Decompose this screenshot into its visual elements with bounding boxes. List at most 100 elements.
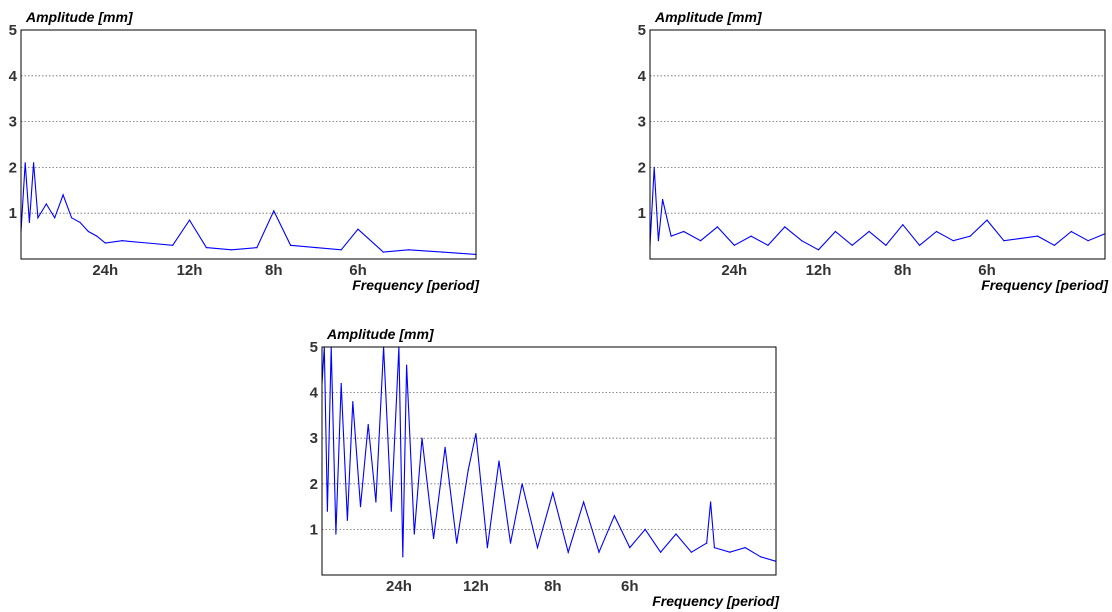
data-point bbox=[919, 244, 921, 246]
x-tick-label: 24h bbox=[721, 262, 747, 279]
data-point bbox=[567, 551, 569, 553]
x-axis-label: Frequency [period] bbox=[981, 277, 1109, 293]
data-point bbox=[146, 242, 148, 244]
data-point bbox=[315, 247, 317, 249]
data-point bbox=[744, 547, 746, 549]
y-tick-label: 2 bbox=[310, 476, 318, 493]
data-point bbox=[733, 244, 735, 246]
data-point bbox=[662, 198, 664, 201]
y-tick-label: 5 bbox=[310, 339, 318, 356]
plot-frame bbox=[20, 29, 477, 260]
data-point bbox=[441, 251, 443, 253]
data-point bbox=[613, 515, 616, 517]
data-point bbox=[433, 537, 435, 540]
data-point bbox=[552, 492, 554, 494]
data-point bbox=[902, 224, 904, 226]
y-tick-label: 4 bbox=[9, 68, 18, 85]
data-point bbox=[851, 244, 853, 246]
data-point bbox=[121, 240, 123, 242]
data-point bbox=[750, 235, 752, 237]
data-point bbox=[335, 533, 337, 535]
data-point bbox=[486, 547, 488, 549]
data-point bbox=[28, 221, 30, 223]
data-point bbox=[475, 433, 477, 435]
data-point bbox=[33, 162, 35, 164]
data-point bbox=[653, 166, 655, 168]
data-point bbox=[644, 528, 646, 531]
data-point bbox=[521, 483, 523, 485]
data-point bbox=[421, 437, 423, 439]
x-tick-label: 8h bbox=[265, 262, 283, 279]
data-point bbox=[1053, 244, 1055, 246]
data-point bbox=[885, 244, 887, 246]
data-point bbox=[767, 244, 769, 246]
plot-frame bbox=[649, 29, 1106, 260]
x-tick-label: 12h bbox=[177, 262, 203, 279]
data-point bbox=[1070, 230, 1072, 233]
data-point bbox=[467, 469, 469, 471]
data-point bbox=[444, 446, 446, 448]
x-tick-label: 12h bbox=[463, 578, 489, 595]
data-point bbox=[1003, 240, 1005, 242]
data-point bbox=[375, 501, 377, 503]
data-point bbox=[352, 401, 354, 403]
y-tick-label: 1 bbox=[638, 205, 646, 222]
x-axis-label: Frequency [period] bbox=[652, 593, 780, 609]
data-point bbox=[629, 547, 631, 549]
data-point bbox=[357, 228, 359, 230]
x-axis-label: Frequency [period] bbox=[352, 277, 480, 293]
data-point bbox=[509, 542, 512, 544]
data-point bbox=[390, 510, 392, 512]
data-point bbox=[326, 510, 328, 512]
chart-panel-2: 1 2 3 4 5 24h 12h 8h 6h Amplitude [mm] Frequency [… bbox=[638, 9, 1110, 293]
data-point bbox=[657, 240, 660, 242]
data-point bbox=[256, 247, 258, 249]
data-point bbox=[729, 551, 731, 553]
data-point bbox=[952, 240, 954, 242]
series-line bbox=[649, 167, 1106, 251]
x-tick-label: 12h bbox=[806, 262, 832, 279]
y-axis-label: Amplitude [mm] bbox=[25, 9, 134, 25]
data-point bbox=[62, 194, 64, 196]
data-point bbox=[760, 556, 762, 558]
y-tick-label: 5 bbox=[638, 22, 646, 39]
data-point bbox=[79, 221, 81, 223]
data-point bbox=[700, 240, 702, 242]
data-point bbox=[104, 242, 106, 244]
data-point bbox=[1020, 237, 1022, 239]
data-point bbox=[273, 210, 275, 212]
y-tick-label: 3 bbox=[638, 114, 646, 131]
data-point bbox=[583, 501, 585, 503]
data-point bbox=[87, 230, 89, 233]
x-tick-label: 8h bbox=[894, 262, 912, 279]
data-point bbox=[290, 244, 292, 246]
data-point bbox=[205, 247, 207, 249]
data-point bbox=[598, 551, 600, 553]
data-point bbox=[45, 203, 47, 205]
y-tick-label: 2 bbox=[9, 159, 17, 176]
y-axis-label: Amplitude [mm] bbox=[326, 326, 435, 342]
data-point bbox=[716, 226, 719, 228]
data-point bbox=[675, 533, 677, 535]
chart-panel-1: 1 2 3 4 5 24h 12h 8h 6h Amplitude [mm] Frequency [… bbox=[9, 9, 481, 293]
data-point bbox=[834, 230, 837, 233]
data-point bbox=[868, 230, 870, 233]
data-point bbox=[683, 230, 685, 233]
y-tick-label: 5 bbox=[9, 22, 17, 39]
data-point bbox=[660, 551, 662, 553]
data-point bbox=[188, 219, 191, 221]
data-point bbox=[670, 235, 672, 237]
x-tick-label: 24h bbox=[386, 578, 412, 595]
y-tick-label: 1 bbox=[9, 205, 17, 222]
data-point bbox=[690, 551, 693, 553]
data-point bbox=[706, 542, 708, 544]
data-point bbox=[408, 249, 410, 251]
data-point bbox=[817, 249, 820, 251]
data-point bbox=[340, 382, 342, 385]
data-point bbox=[935, 230, 938, 233]
y-axis-label: Amplitude [mm] bbox=[654, 9, 763, 25]
data-point bbox=[24, 162, 26, 164]
data-point bbox=[172, 244, 174, 246]
series-line bbox=[20, 162, 477, 255]
data-point bbox=[1087, 240, 1089, 242]
